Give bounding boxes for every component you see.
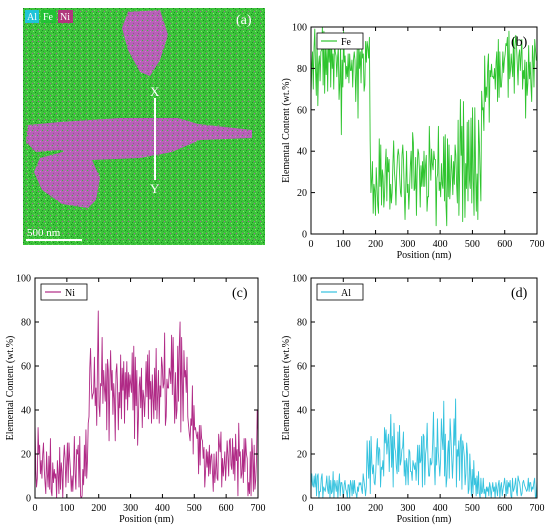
panel-label: (c) <box>232 286 248 301</box>
legend-fe-label: Fe <box>43 12 54 23</box>
y-tick-label: 20 <box>21 450 31 461</box>
y-tick-label: 0 <box>26 494 31 505</box>
chart-0: 0 100 200 300 400 500 600 700 0 20 40 60 80 100 Positi… <box>281 23 545 262</box>
x-axis-label: Position (nm) <box>119 514 174 525</box>
legend-label: Fe <box>341 37 352 48</box>
y-tick-label: 20 <box>297 450 307 461</box>
line-end-label: Y <box>150 181 160 196</box>
y-tick-label: 100 <box>16 274 31 285</box>
x-tick-label: 100 <box>59 503 74 514</box>
y-axis-label: Elemental Content (wt.%) <box>281 78 292 183</box>
y-axis-label: Elemental Content (wt.%) <box>281 336 292 441</box>
y-tick-label: 100 <box>292 274 307 285</box>
particle-bottom-left <box>34 150 100 208</box>
y-tick-label: 60 <box>297 362 307 373</box>
x-axis-label: Position (nm) <box>397 514 452 525</box>
particle-middle <box>26 118 252 160</box>
y-tick-label: 40 <box>297 406 307 417</box>
x-tick-label: 300 <box>400 239 415 250</box>
panel-label: (d) <box>511 286 528 301</box>
x-tick-label: 200 <box>91 503 106 514</box>
chart-2: 0 100 200 300 400 500 600 700 0 20 40 60 80 100 Positi… <box>281 274 545 526</box>
line-start-label: X <box>150 84 160 99</box>
series-line <box>34 310 259 499</box>
plot-frame <box>310 26 538 235</box>
particle-top <box>122 10 168 76</box>
legend-box <box>316 283 364 301</box>
panel-label: (b) <box>511 35 528 50</box>
y-tick-label: 40 <box>21 406 31 417</box>
scale-bar-label: 500 nm <box>27 227 61 239</box>
y-axis-label: Elemental Content (wt.%) <box>5 336 16 441</box>
legend-al-label: Al <box>27 12 37 23</box>
legend-ni-label: Ni <box>60 12 70 23</box>
y-tick-label: 0 <box>302 494 307 505</box>
chart-1: 0 100 200 300 400 500 600 700 0 20 40 60 80 100 Positi… <box>5 274 266 526</box>
y-tick-label: 60 <box>297 105 307 116</box>
x-tick-label: 400 <box>433 239 448 250</box>
legend-label: Ni <box>65 288 75 299</box>
x-tick-label: 0 <box>309 239 314 250</box>
y-tick-label: 80 <box>297 318 307 329</box>
legend-box <box>40 283 88 301</box>
x-tick-label: 400 <box>433 503 448 514</box>
x-tick-label: 700 <box>530 503 545 514</box>
x-tick-label: 0 <box>33 503 38 514</box>
x-tick-label: 600 <box>497 503 512 514</box>
y-tick-label: 80 <box>297 64 307 75</box>
legend-ni-swatch <box>58 10 73 23</box>
x-tick-label: 200 <box>368 503 383 514</box>
x-tick-label: 600 <box>219 503 234 514</box>
x-tick-label: 500 <box>465 503 480 514</box>
x-tick-label: 700 <box>251 503 266 514</box>
x-tick-label: 100 <box>336 239 351 250</box>
panel-a-map: X Y (a) Al Fe Ni 500 nm <box>23 8 265 245</box>
x-tick-label: 500 <box>465 239 480 250</box>
x-tick-label: 100 <box>336 503 351 514</box>
x-axis-label: Position (nm) <box>397 250 452 261</box>
line-charts: 0 100 200 300 400 500 600 700020406080100Positi… <box>5 23 545 526</box>
element-legend: Al Fe Ni <box>25 10 73 23</box>
legend-al-swatch <box>25 10 39 23</box>
y-tick-label: 40 <box>297 147 307 158</box>
series-line <box>310 26 538 227</box>
y-tick-label: 60 <box>21 362 31 373</box>
legend-fe-swatch <box>41 10 56 23</box>
x-tick-label: 600 <box>497 239 512 250</box>
x-tick-label: 700 <box>530 239 545 250</box>
x-tick-label: 300 <box>400 503 415 514</box>
x-tick-label: 0 <box>309 503 314 514</box>
y-tick-label: 0 <box>302 230 307 241</box>
y-tick-label: 20 <box>297 188 307 199</box>
x-tick-label: 400 <box>155 503 170 514</box>
panel-a-label: (a) <box>236 13 252 28</box>
y-tick-label: 80 <box>21 318 31 329</box>
plot-frame <box>310 277 538 499</box>
y-tick-label: 100 <box>292 23 307 34</box>
legend-box <box>316 32 364 50</box>
x-tick-label: 300 <box>123 503 138 514</box>
series-line <box>310 398 538 499</box>
legend-label: Al <box>341 288 351 299</box>
plot-frame <box>34 277 259 499</box>
x-tick-label: 200 <box>368 239 383 250</box>
x-tick-label: 500 <box>187 503 202 514</box>
